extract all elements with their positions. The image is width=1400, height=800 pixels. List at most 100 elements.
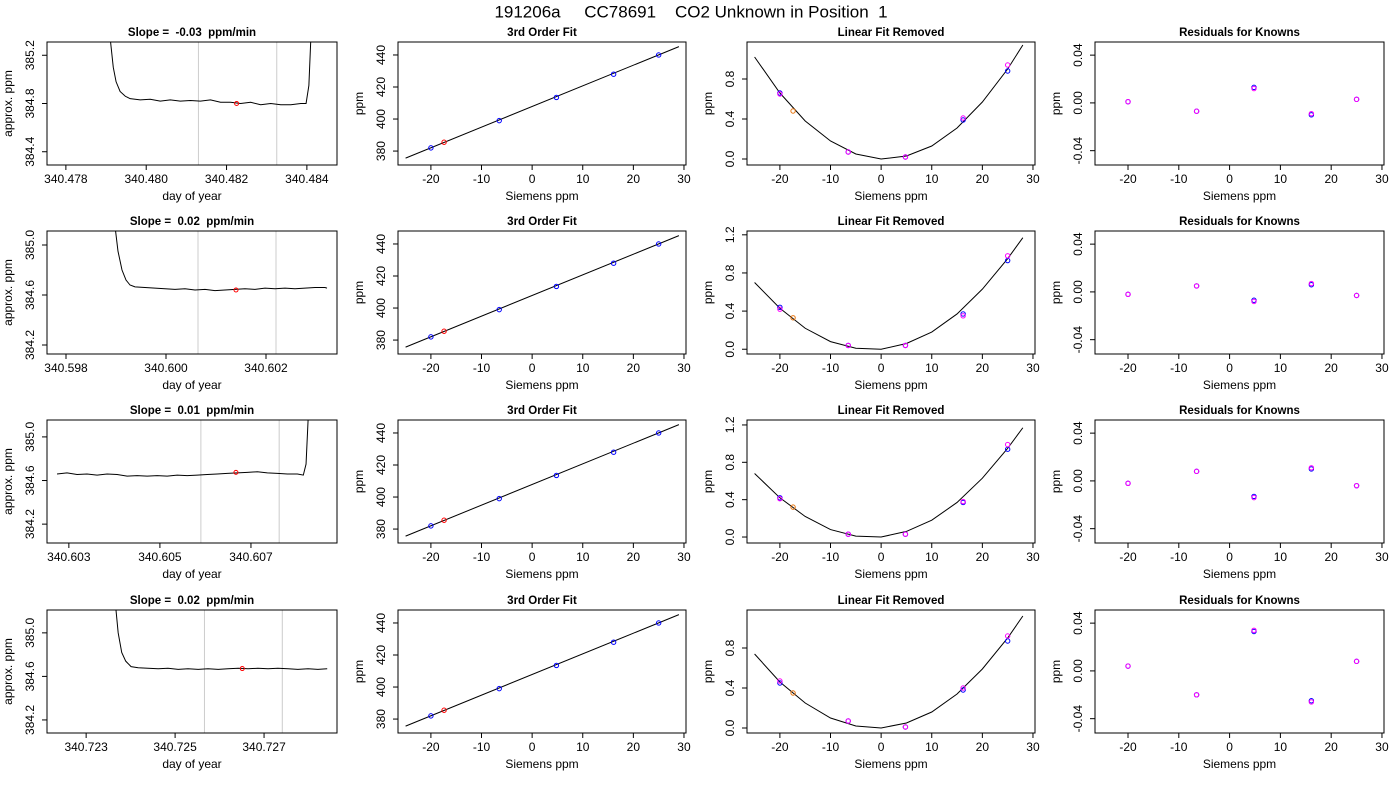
y-tick-label: 420 <box>374 455 388 475</box>
x-tick-label: -20 <box>771 740 789 754</box>
x-axis-label: Siemens ppm <box>854 757 927 771</box>
point <box>610 260 617 266</box>
x-tick-label: 30 <box>677 740 691 754</box>
point <box>960 687 966 693</box>
y-axis-label: approx. ppm <box>1 448 15 515</box>
point <box>1251 627 1257 634</box>
y-tick-label: 0.00 <box>1071 280 1085 304</box>
point <box>1353 658 1360 665</box>
axes-box <box>397 609 687 734</box>
x-tick-label: 10 <box>1274 740 1288 754</box>
point <box>1353 482 1360 489</box>
y-tick-label: 0.8 <box>723 639 737 656</box>
x-tick-label: -10 <box>473 550 491 564</box>
y-tick-label: 384.2 <box>23 705 37 735</box>
panel-title: 3rd Order Fit <box>507 216 577 228</box>
point <box>1251 494 1257 501</box>
x-tick-label: 10 <box>1274 550 1288 564</box>
fit-curve <box>405 235 680 348</box>
y-tick-label: 384.2 <box>23 330 37 360</box>
axes-box <box>746 419 1036 544</box>
point <box>428 145 434 151</box>
y-tick-label: 400 <box>374 487 388 507</box>
panel-title: 3rd Order Fit <box>507 405 577 417</box>
y-tick-label: 1.2 <box>723 416 737 433</box>
x-tick-label: -20 <box>1119 361 1137 375</box>
point <box>1353 292 1360 299</box>
x-tick-label: 340.480 <box>125 172 169 186</box>
y-tick-label: 440 <box>374 45 388 65</box>
y-axis-label: ppm <box>1049 660 1063 683</box>
point <box>553 662 560 669</box>
x-tick-label: 340.727 <box>242 740 286 754</box>
x-tick-label: -10 <box>1170 172 1188 186</box>
x-tick-label: -10 <box>822 550 840 564</box>
x-axis-label: Siemens ppm <box>505 567 578 581</box>
x-tick-label: -20 <box>1119 172 1137 186</box>
point <box>553 283 560 290</box>
x-tick-label: 0 <box>878 172 885 186</box>
x-tick-label: -10 <box>822 740 840 754</box>
plot-area <box>754 427 1024 538</box>
point <box>441 139 447 145</box>
point <box>1193 283 1200 289</box>
x-tick-label: -20 <box>422 550 440 564</box>
point <box>777 91 783 97</box>
y-tick-label: 440 <box>374 234 388 254</box>
point <box>777 496 783 502</box>
y-axis-label: ppm <box>701 470 715 493</box>
y-tick-label: 380 <box>374 141 388 161</box>
x-axis-label: Siemens ppm <box>1203 567 1276 581</box>
y-tick-label: 384.6 <box>23 280 37 310</box>
fit-curve <box>405 46 680 159</box>
y-tick-label: -0.04 <box>1071 137 1085 165</box>
x-tick-label: 20 <box>976 740 990 754</box>
axes-box <box>1094 419 1385 544</box>
point <box>902 154 909 160</box>
point <box>553 472 560 479</box>
x-tick-label: 0 <box>529 550 536 564</box>
x-tick-label: 340.602 <box>244 361 288 375</box>
point <box>1308 110 1315 117</box>
x-tick-label: 10 <box>576 550 590 564</box>
y-tick-label: 384.6 <box>23 661 37 691</box>
y-axis-label: ppm <box>1049 92 1063 115</box>
point <box>845 149 851 155</box>
point <box>845 342 851 349</box>
y-tick-label: 384.4 <box>23 136 37 166</box>
x-tick-label: 30 <box>1026 172 1040 186</box>
y-axis-label: ppm <box>1049 281 1063 304</box>
y-tick-label: 380 <box>374 330 388 350</box>
x-tick-label: -10 <box>822 361 840 375</box>
x-tick-label: 20 <box>1324 172 1338 186</box>
y-tick-label: 440 <box>374 613 388 633</box>
y-tick-label: 0.8 <box>723 264 737 281</box>
axes-box <box>397 41 687 166</box>
point <box>902 342 909 349</box>
x-tick-label: -20 <box>771 361 789 375</box>
x-tick-label: -20 <box>771 550 789 564</box>
axes-box <box>746 41 1036 166</box>
y-axis-label: ppm <box>1049 470 1063 493</box>
x-axis-label: Siemens ppm <box>505 378 578 392</box>
x-tick-label: -20 <box>422 172 440 186</box>
x-tick-label: 10 <box>1274 172 1288 186</box>
axes-box <box>1094 41 1385 166</box>
point <box>428 523 434 529</box>
y-tick-label: 0.04 <box>1071 611 1085 635</box>
plot-area <box>56 420 309 543</box>
x-tick-label: 30 <box>1026 740 1040 754</box>
point <box>960 313 966 319</box>
y-axis-label: approx. ppm <box>1 70 15 137</box>
x-tick-label: 340.484 <box>285 172 329 186</box>
y-tick-label: 385.2 <box>23 40 37 70</box>
x-tick-label: -20 <box>1119 740 1137 754</box>
y-axis-label: ppm <box>352 281 366 304</box>
x-axis-label: Siemens ppm <box>1203 378 1276 392</box>
point <box>777 304 783 310</box>
x-axis-label: Siemens ppm <box>854 567 927 581</box>
plot-area <box>405 235 680 348</box>
point <box>655 52 662 58</box>
y-axis-label: approx. ppm <box>1 638 15 705</box>
